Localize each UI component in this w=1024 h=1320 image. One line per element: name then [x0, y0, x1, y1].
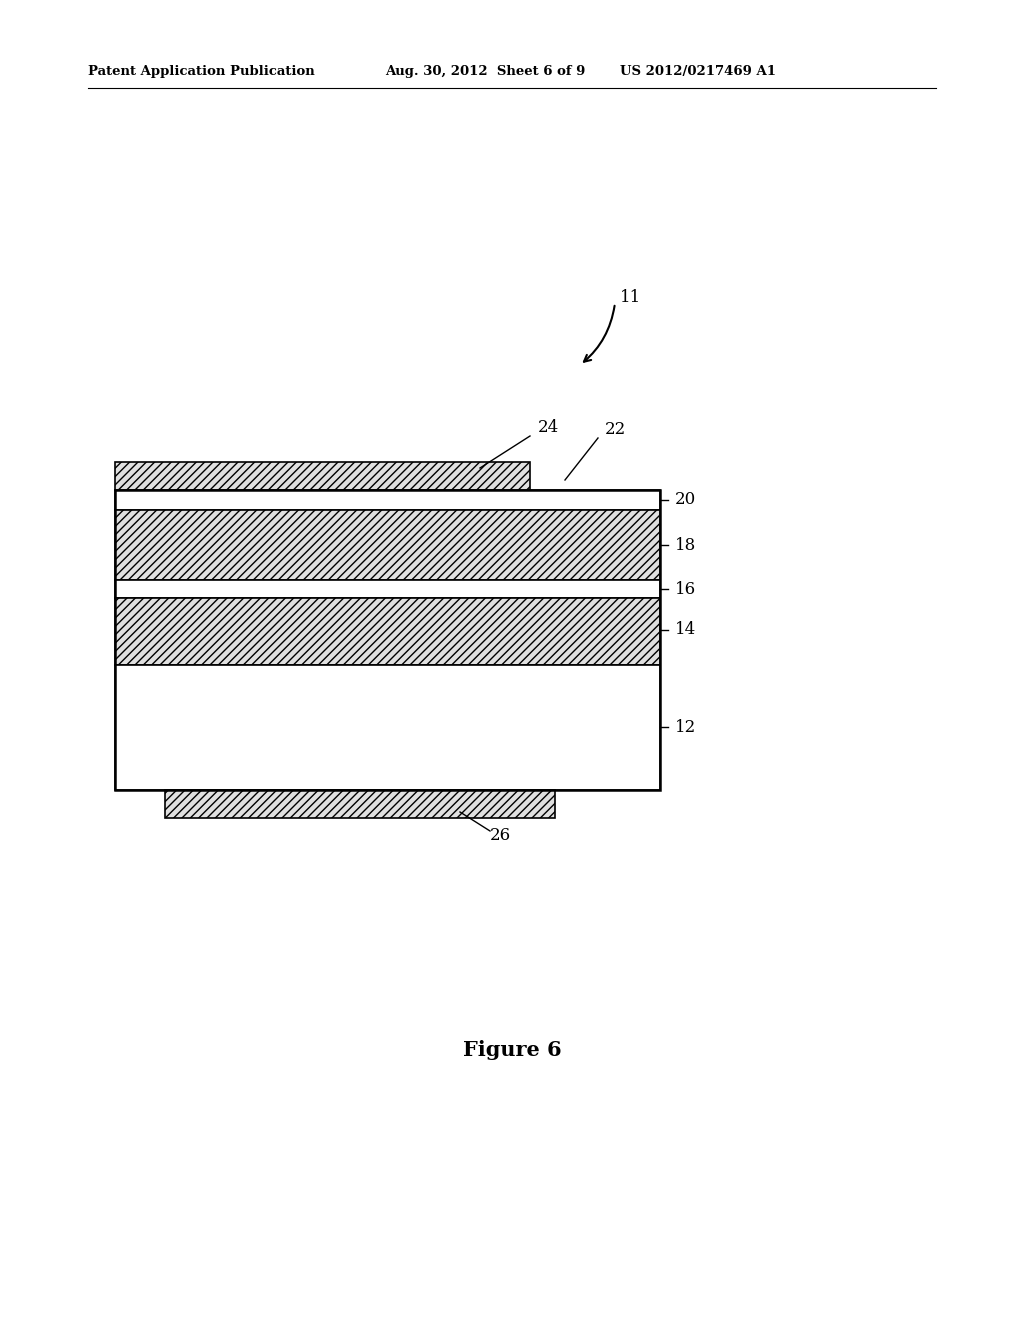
Text: Aug. 30, 2012  Sheet 6 of 9: Aug. 30, 2012 Sheet 6 of 9 — [385, 66, 586, 78]
Bar — [115, 579, 660, 598]
Text: 12: 12 — [675, 718, 696, 735]
Text: 24: 24 — [538, 420, 559, 437]
Text: 18: 18 — [675, 536, 696, 553]
Text: US 2012/0217469 A1: US 2012/0217469 A1 — [620, 66, 776, 78]
Text: Patent Application Publication: Patent Application Publication — [88, 66, 314, 78]
Text: 11: 11 — [620, 289, 641, 306]
Text: Figure 6: Figure 6 — [463, 1040, 561, 1060]
Bar — [115, 510, 660, 579]
Text: 16: 16 — [675, 581, 696, 598]
Bar — [115, 665, 660, 789]
Text: 20: 20 — [675, 491, 696, 508]
Bar — [165, 789, 555, 818]
Text: 14: 14 — [675, 622, 696, 639]
Bar — [115, 490, 660, 510]
Bar — [115, 462, 530, 490]
Text: 22: 22 — [605, 421, 627, 438]
Bar — [115, 598, 660, 665]
Text: 26: 26 — [490, 826, 511, 843]
Bar — [115, 490, 660, 789]
